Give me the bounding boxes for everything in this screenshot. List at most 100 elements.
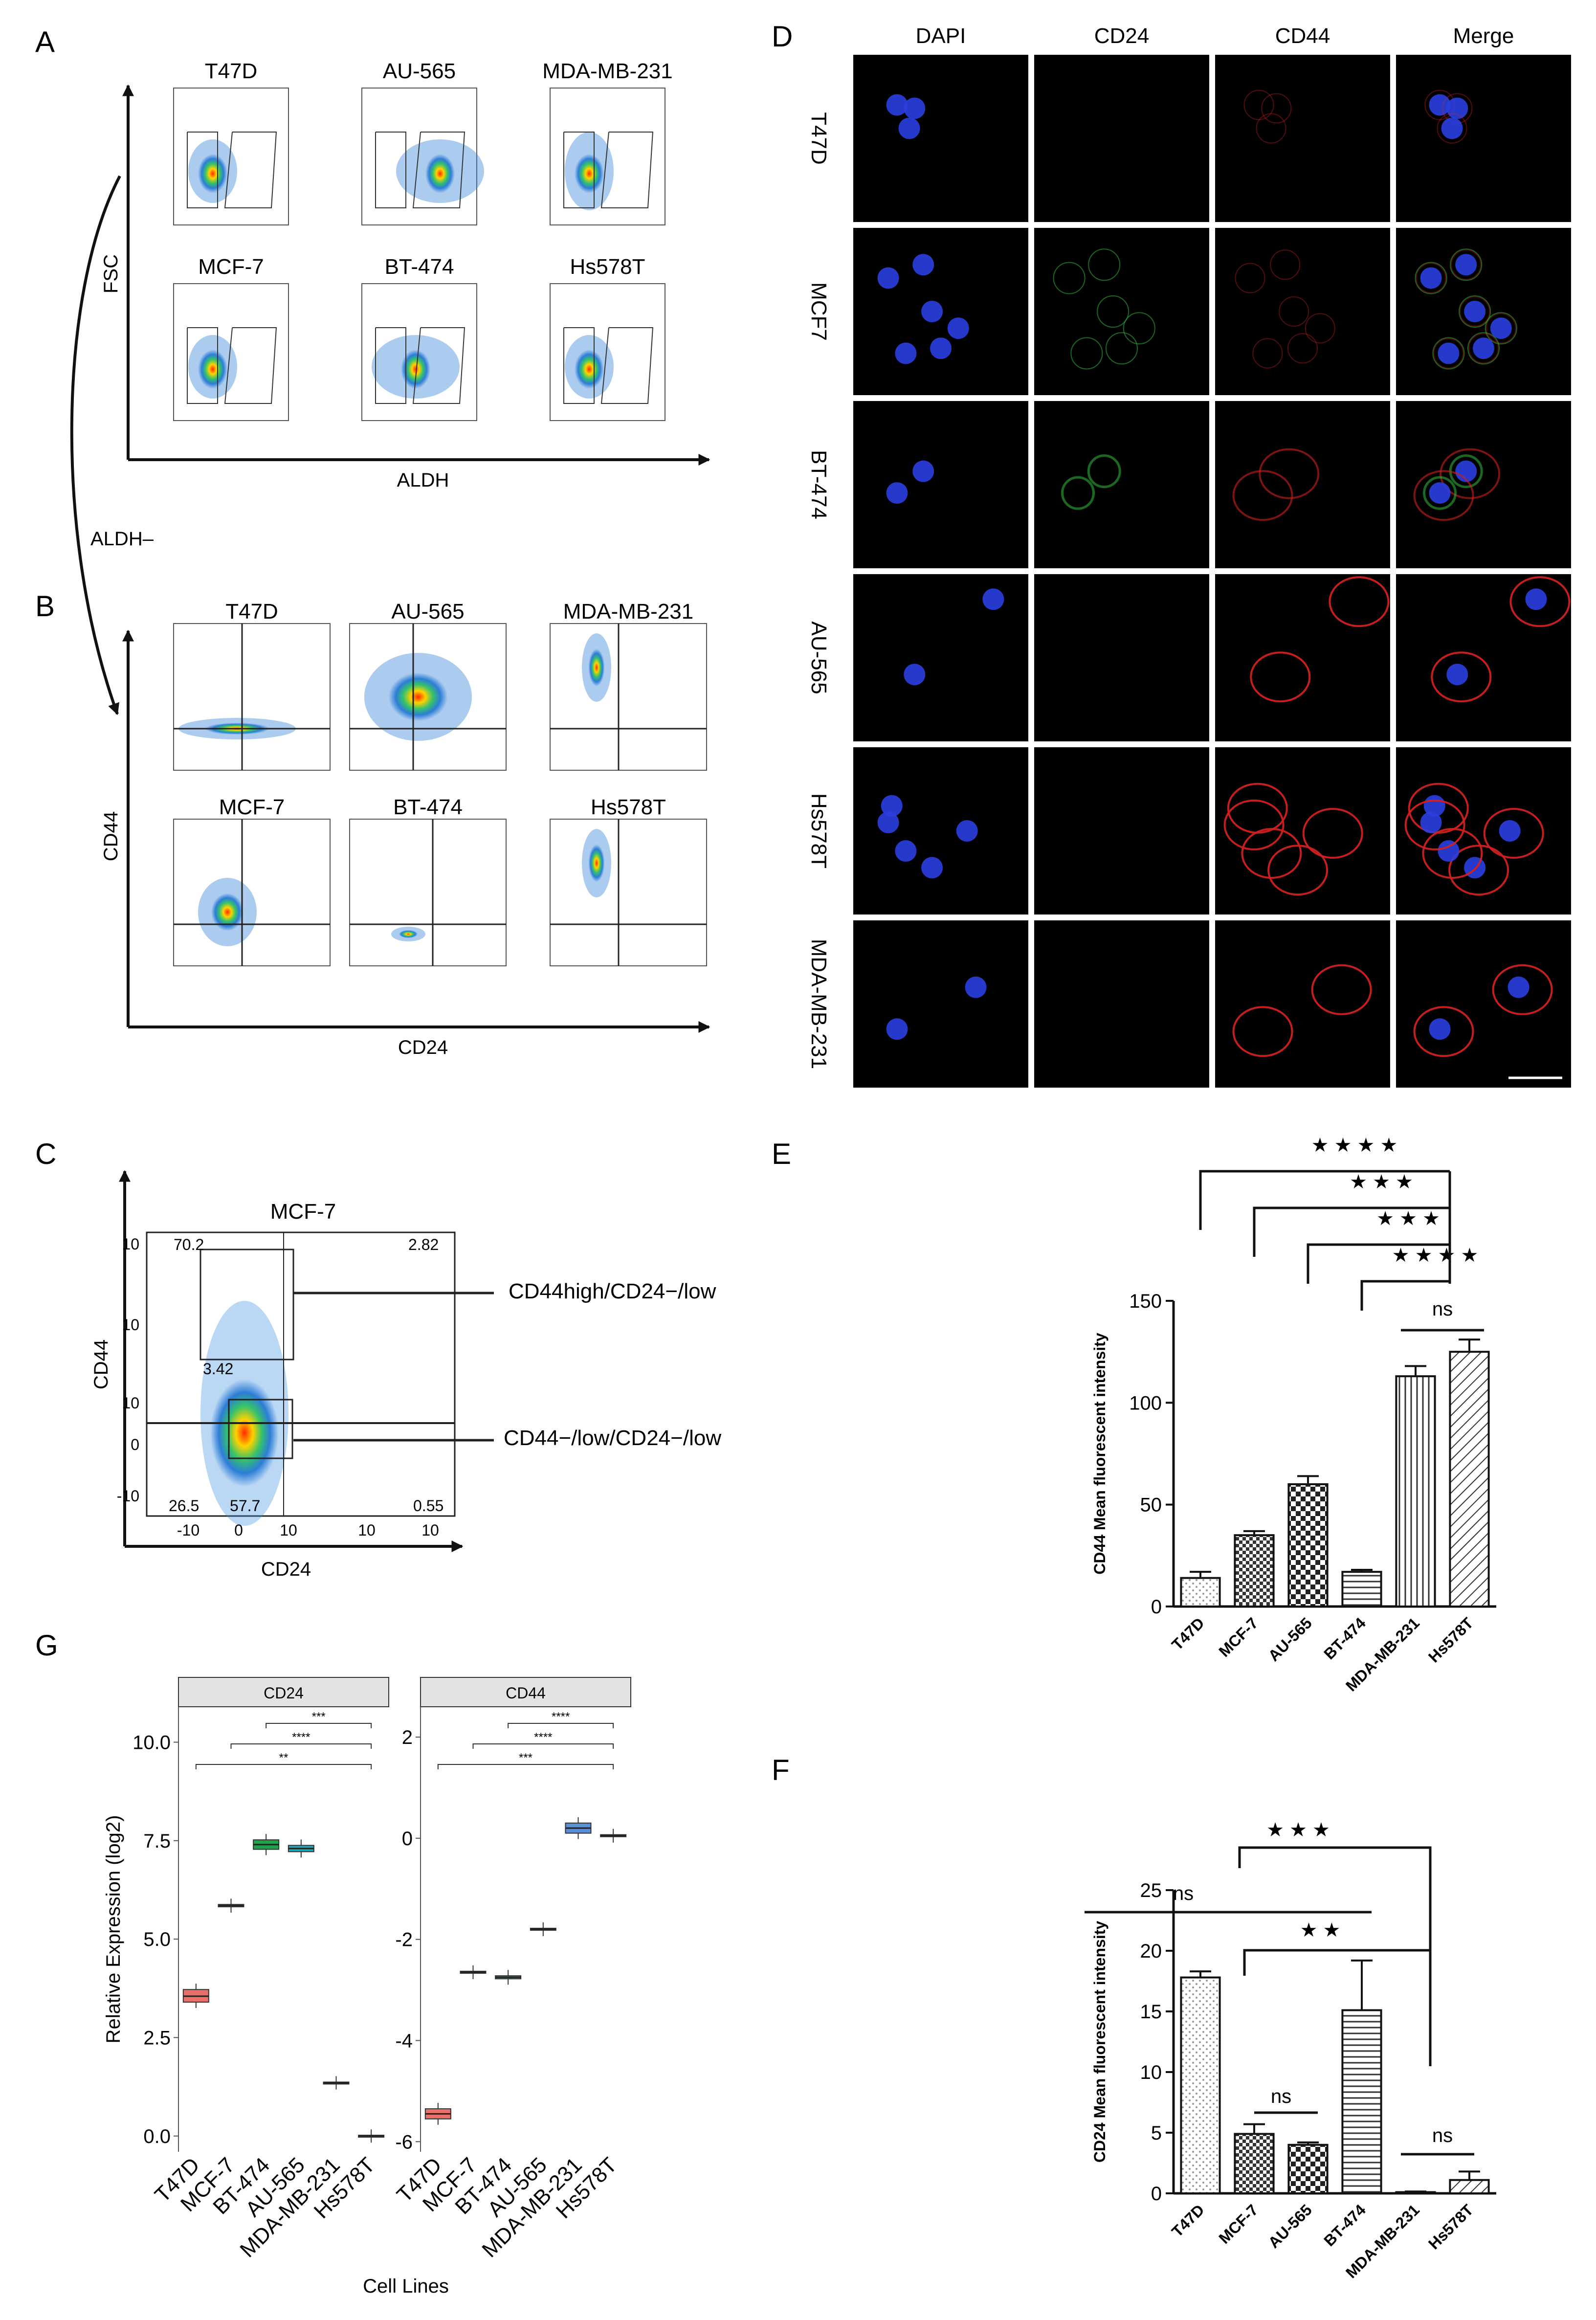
panel-d-micrographs: DAPI CD24 CD44 Merge T47D MCF7 BT-474 AU-565 Hs5…	[807, 24, 1571, 1088]
a-gate-pos	[224, 132, 277, 208]
g-ytick-label: 0	[402, 1828, 413, 1850]
g-sig-bracket	[266, 1723, 372, 1728]
g-ytick-label: 0.0	[143, 2126, 171, 2147]
d-cd44-membrane	[1483, 808, 1544, 859]
quad-q1: 70.2	[174, 1236, 204, 1253]
d-row-label: T47D	[807, 112, 831, 165]
d-micrograph-tile	[853, 920, 1028, 1088]
bar-y-label: CD44 Mean fluorescent intensity	[1091, 1333, 1108, 1575]
d-nucleus	[1446, 97, 1468, 119]
d-nucleus	[1446, 664, 1468, 686]
d-nucleus	[956, 820, 978, 842]
gate-high-box	[200, 1249, 294, 1361]
d-micrograph-tile	[1034, 574, 1209, 741]
g-sig-label: ***	[519, 1751, 532, 1764]
d-micrograph-tile	[1034, 401, 1209, 568]
b-flow-plot: Hs578T	[550, 795, 707, 966]
b-plot-frame	[173, 819, 331, 966]
g-sig-bracket	[437, 1764, 614, 1769]
gate-low-label: CD44−/low/CD24−/low	[504, 1426, 721, 1450]
d-micrograph-tile	[1396, 55, 1571, 222]
quad-gate-value: 3.42	[203, 1360, 233, 1378]
a-flow-plot: MDA-MB-231	[542, 59, 673, 225]
b-flow-plot: MCF-7	[173, 795, 331, 966]
a-gate-neg	[187, 327, 218, 404]
bar-category-label: Hs578T	[1425, 2201, 1477, 2253]
d-cd44-membrane	[1305, 313, 1335, 344]
bar-ytick-label: 10	[1140, 2062, 1162, 2083]
d-nucleus	[930, 337, 952, 359]
d-cd24-signal	[1106, 332, 1138, 365]
d-nucleus	[1438, 840, 1460, 862]
panel-a-y-label: FSC	[100, 254, 122, 293]
g-ytick-label: -4	[395, 2030, 413, 2052]
g-sig-bracket	[472, 1743, 614, 1749]
a-plot-frame	[550, 88, 665, 225]
d-nucleus	[877, 811, 899, 833]
d-cd44-membrane	[1422, 828, 1483, 879]
d-cd24-signal	[1053, 262, 1086, 294]
d-micrograph-tile	[853, 55, 1028, 222]
g-facet-label: CD24	[264, 1684, 304, 1702]
d-cd24-signal	[1450, 248, 1483, 281]
b-flow-plot: MDA-MB-231	[550, 600, 707, 771]
d-micrograph-tile	[1215, 401, 1390, 568]
g-ytick-label: 2	[402, 1727, 413, 1748]
panel-label-d: D	[772, 20, 793, 53]
g-facet-strip	[420, 1677, 631, 1707]
bar	[1180, 1577, 1221, 1608]
d-cd24-signal	[1415, 262, 1447, 294]
a-scatter-core	[575, 154, 604, 193]
b-plot-frame	[349, 819, 507, 966]
bar	[1287, 2143, 1329, 2194]
d-nucleus	[1429, 94, 1451, 116]
d-cd44-membrane	[1404, 799, 1465, 850]
b-flow-plot: AU-565	[349, 600, 507, 771]
sig-label: ★ ★ ★ ★	[1311, 1135, 1398, 1156]
sig-label: ★ ★	[1300, 1919, 1341, 1941]
c-ytick-1: 10	[122, 1316, 139, 1334]
a-cell-name: MDA-MB-231	[542, 59, 673, 83]
d-nucleus	[904, 664, 926, 686]
d-cd44-membrane	[1259, 448, 1320, 499]
bar-ytick-label: 50	[1140, 1495, 1162, 1516]
bar-category-label: Hs578T	[1425, 1614, 1477, 1666]
d-cd44-membrane	[1270, 249, 1301, 280]
d-nucleus	[912, 254, 934, 276]
d-cd44-membrane	[1485, 313, 1516, 344]
a-cell-name: BT-474	[385, 255, 454, 279]
d-cd44-membrane	[1492, 964, 1553, 1015]
d-row-label: BT-474	[807, 450, 831, 519]
d-nucleus	[877, 267, 899, 289]
d-nucleus	[947, 317, 969, 339]
a-cell-name: T47D	[205, 59, 258, 83]
d-cd24-signal	[1061, 476, 1095, 510]
b-scatter-core	[388, 672, 448, 721]
d-nucleus	[921, 857, 943, 879]
d-cd44-membrane	[1413, 470, 1474, 521]
d-nucleus	[881, 795, 903, 817]
d-micrograph-tile	[1034, 55, 1209, 222]
d-nucleus	[1464, 301, 1486, 322]
d-cd44-membrane	[1302, 808, 1363, 859]
bar-category-label: AU-565	[1265, 1614, 1315, 1664]
sig-label: ★ ★ ★	[1266, 1819, 1330, 1841]
g-sig-label: ****	[292, 1731, 310, 1744]
panel-b-axes: CD44 CD24	[100, 629, 710, 1058]
sig-bracket	[1307, 1243, 1450, 1284]
c-ytick-0: 10	[122, 1235, 139, 1253]
d-cd44-membrane	[1460, 296, 1490, 327]
d-cd44-membrane	[1279, 296, 1309, 327]
d-cd44-membrane	[1232, 1006, 1293, 1057]
bar-ytick-label: 0	[1151, 2183, 1162, 2205]
a-flow-plot: Hs578T	[550, 255, 665, 421]
d-row-label: AU-565	[807, 621, 831, 694]
g-ytick-label: -6	[395, 2131, 413, 2153]
a-gate-neg	[563, 132, 595, 208]
d-cd44-membrane	[1311, 964, 1372, 1015]
bar-ytick-label: 5	[1151, 2122, 1162, 2144]
sig-bracket	[1243, 1949, 1430, 1976]
d-column-label: CD44	[1275, 24, 1330, 48]
b-cell-name: MDA-MB-231	[563, 600, 694, 624]
